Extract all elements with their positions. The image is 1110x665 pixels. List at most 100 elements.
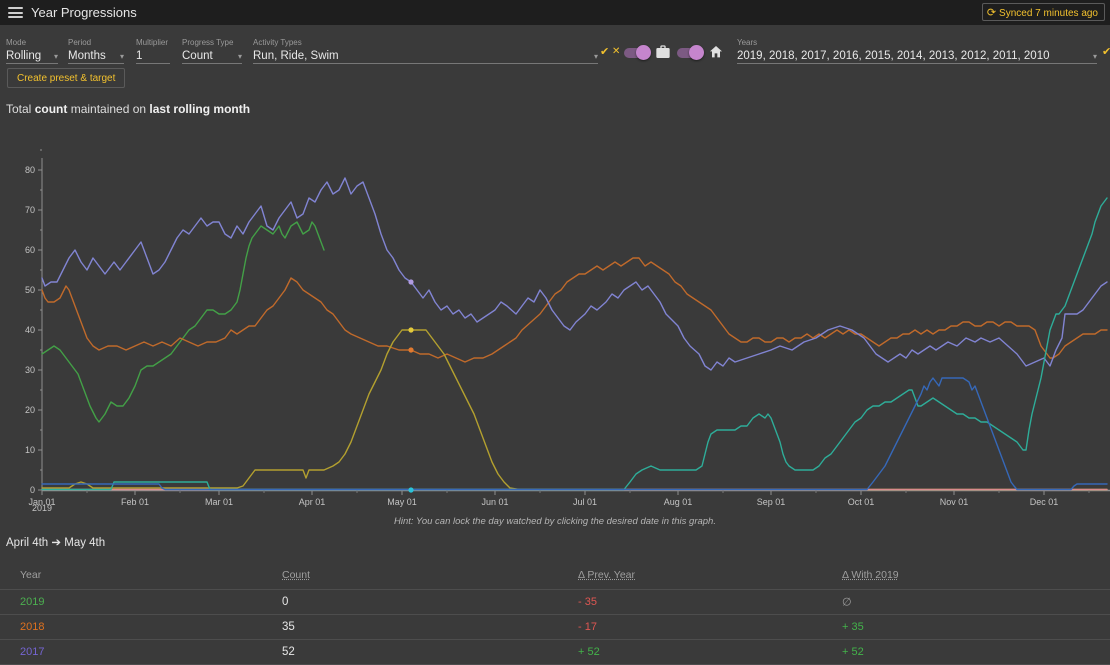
- delta-prev-cell: + 52: [578, 646, 600, 658]
- menu-icon[interactable]: [8, 7, 23, 18]
- x-tick-label: May 01: [387, 497, 417, 507]
- count-cell: 35: [282, 621, 295, 633]
- period-label: Period: [68, 38, 124, 47]
- y-tick-label: 20: [25, 405, 35, 415]
- arrow-right-icon: ➔: [51, 537, 61, 549]
- x-tick-label: Jun 01: [481, 497, 508, 507]
- chevron-down-icon: ▾: [1093, 50, 1097, 63]
- activity-types-label: Activity Types: [253, 38, 598, 47]
- year-progressions-page: { "colors": { "accent": "#f2c12e", "togg…: [0, 0, 1110, 662]
- years-value: 2019, 2018, 2017, 2016, 2015, 2014, 2013…: [737, 50, 1050, 62]
- results-table: Year Count Δ Prev. Year Δ With 2019 2019…: [0, 560, 1110, 665]
- chevron-down-icon: ▾: [238, 50, 242, 63]
- year-cell: 2018: [20, 621, 44, 633]
- y-tick-label: 60: [25, 245, 35, 255]
- home-icon: [708, 44, 725, 60]
- y-tick-label: 70: [25, 205, 35, 215]
- years-select[interactable]: Years 2019, 2018, 2017, 2016, 2015, 2014…: [737, 38, 1097, 64]
- watched-marker-2018: [408, 347, 413, 352]
- chevron-down-icon: ▾: [54, 50, 58, 63]
- progress-type-label: Progress Type: [182, 38, 242, 47]
- y-tick-label: 40: [25, 325, 35, 335]
- progress-type-value: Count: [182, 50, 213, 62]
- header-delta-prev[interactable]: Δ Prev. Year: [578, 569, 635, 581]
- series-line-2016: [42, 330, 1107, 490]
- activity-types-check-icon[interactable]: ✔: [600, 46, 609, 58]
- mode-label: Mode: [6, 38, 58, 47]
- toggle-knob: [689, 45, 704, 60]
- watched-period: April 4th ➔ May 4th: [6, 535, 105, 549]
- delta-prev-cell: - 35: [578, 596, 597, 608]
- sync-label: Synced 7 minutes ago: [999, 8, 1098, 19]
- header-year: Year: [20, 569, 41, 581]
- table-row: 2019 0 - 35 ∅: [0, 590, 1110, 615]
- x-tick-label: Jul 01: [573, 497, 597, 507]
- series-line-2018: [42, 258, 1107, 362]
- delta-prev-cell: - 17: [578, 621, 597, 633]
- x-tick-label: Mar 01: [205, 497, 233, 507]
- subtitle-count: count: [35, 102, 68, 116]
- x-tick-label: Nov 01: [940, 497, 969, 507]
- x-tick-label: Aug 01: [664, 497, 693, 507]
- period-to: May 4th: [64, 537, 105, 549]
- delta-2019-cell: + 35: [842, 621, 864, 633]
- chart-hint: Hint: You can lock the day watched by cl…: [0, 516, 1110, 527]
- activity-types-value: Run, Ride, Swim: [253, 50, 339, 62]
- header-delta-2019[interactable]: Δ With 2019: [842, 569, 899, 581]
- header-count[interactable]: Count: [282, 569, 310, 581]
- sync-button[interactable]: ⟳Synced 7 minutes ago: [982, 3, 1105, 21]
- multiplier-input[interactable]: Multiplier 1: [136, 38, 170, 64]
- delta-2019-cell: + 52: [842, 646, 864, 658]
- watched-marker-2016: [408, 327, 413, 332]
- table-row: 2017 52 + 52 + 52: [0, 640, 1110, 665]
- chevron-down-icon: ▾: [120, 50, 124, 63]
- series-line-2013: [42, 378, 1107, 490]
- series-line-2017: [42, 178, 1107, 370]
- years-label: Years: [737, 38, 1097, 47]
- period-from: April 4th: [6, 537, 48, 549]
- create-preset-target-button[interactable]: Create preset & target: [7, 68, 125, 88]
- count-cell: 0: [282, 596, 288, 608]
- activity-types-clear-icon[interactable]: ✕: [612, 46, 620, 58]
- activity-types-select[interactable]: Activity Types Run, Ride, Swim ▾: [253, 38, 598, 64]
- toggle-knob: [636, 45, 651, 60]
- period-select[interactable]: Period Months ▾: [68, 38, 124, 64]
- year-cell: 2017: [20, 646, 44, 658]
- top-toolbar: Year Progressions ⟳Synced 7 minutes ago: [0, 0, 1110, 25]
- chart-subtitle: Total count maintained on last rolling m…: [6, 102, 250, 116]
- y-tick-label: 30: [25, 365, 35, 375]
- mode-value: Rolling: [6, 50, 41, 62]
- indoor-toggle[interactable]: [677, 48, 703, 58]
- delta-2019-cell: ∅: [842, 596, 852, 609]
- page-title: Year Progressions: [31, 5, 137, 20]
- multiplier-label: Multiplier: [136, 38, 170, 47]
- progress-type-select[interactable]: Progress Type Count ▾: [182, 38, 242, 64]
- chevron-down-icon: ▾: [594, 50, 598, 63]
- series-line-2019: [42, 222, 324, 422]
- y-tick-label: 10: [25, 445, 35, 455]
- x-tick-label: Feb 01: [121, 497, 149, 507]
- x-tick-sublabel: 2019: [32, 503, 52, 512]
- y-tick-label: 50: [25, 285, 35, 295]
- table-header-row: Year Count Δ Prev. Year Δ With 2019: [0, 560, 1110, 590]
- period-value: Months: [68, 50, 106, 62]
- x-tick-label: Apr 01: [299, 497, 326, 507]
- x-tick-label: Dec 01: [1030, 497, 1059, 507]
- x-tick-label: Sep 01: [757, 497, 786, 507]
- subtitle-period: last rolling month: [149, 102, 250, 116]
- y-tick-label: 80: [25, 165, 35, 175]
- multiplier-value: 1: [136, 50, 142, 62]
- year-cell: 2019: [20, 596, 44, 608]
- sync-icon: ⟳: [987, 4, 996, 22]
- mode-select[interactable]: Mode Rolling ▾: [6, 38, 58, 64]
- briefcase-icon: [655, 44, 672, 60]
- chart-container: 01020304050607080Jan 012019Feb 01Mar 01A…: [0, 130, 1110, 512]
- watched-marker-2019: [408, 487, 413, 492]
- watched-marker-2017: [408, 279, 413, 284]
- x-tick-label: Oct 01: [848, 497, 875, 507]
- progression-chart[interactable]: 01020304050607080Jan 012019Feb 01Mar 01A…: [0, 130, 1110, 512]
- count-cell: 52: [282, 646, 295, 658]
- years-check-icon[interactable]: ✔: [1102, 46, 1110, 58]
- table-row: 2018 35 - 17 + 35: [0, 615, 1110, 640]
- commute-toggle[interactable]: [624, 48, 650, 58]
